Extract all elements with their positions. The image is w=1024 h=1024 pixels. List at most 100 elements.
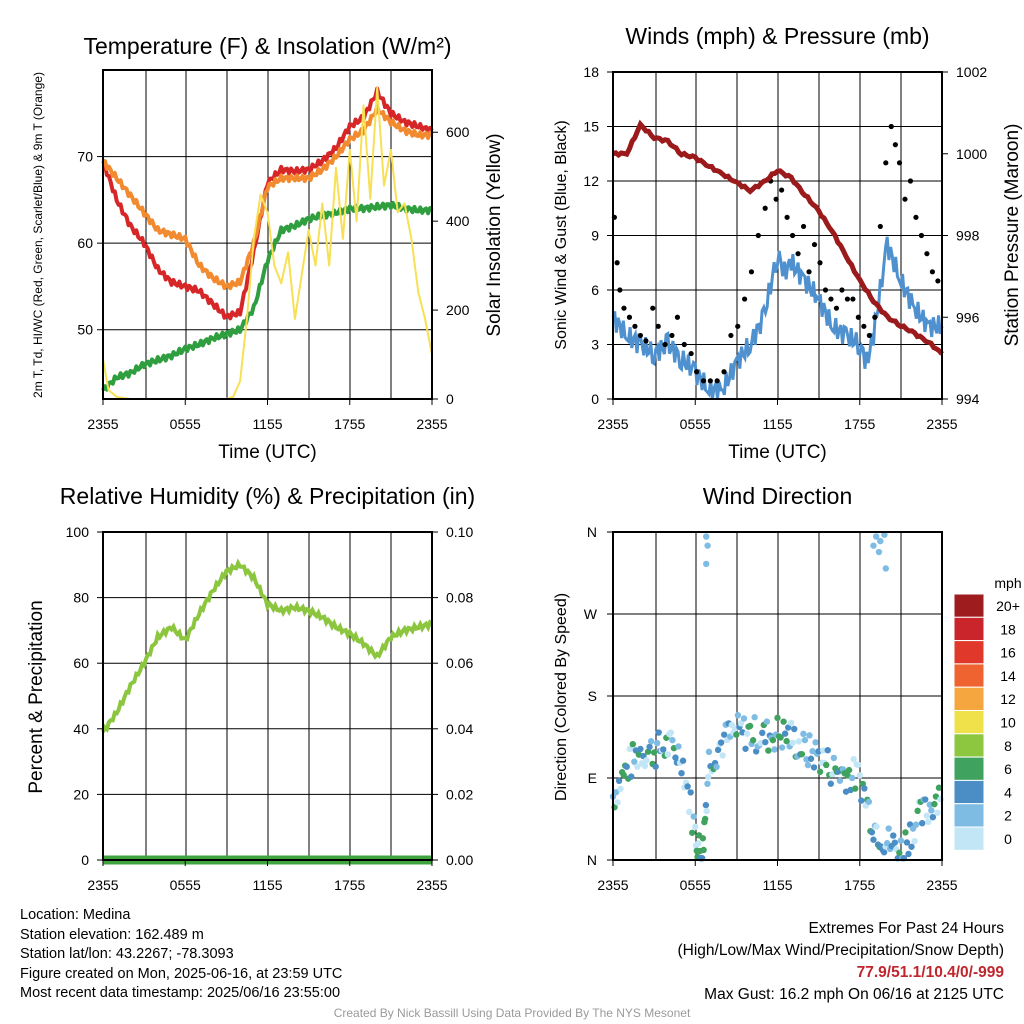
wind-direction-point	[699, 835, 707, 842]
y2-tick-label: 0.06	[446, 655, 473, 671]
wind-direction-point	[762, 738, 769, 746]
wind-direction-point	[695, 840, 702, 847]
wind-direction-point	[769, 736, 777, 744]
y-tick-label: 50	[77, 322, 93, 338]
wind-direction-point	[928, 807, 935, 814]
y-tick-label: 100	[66, 524, 90, 540]
x-tick-label: 1755	[334, 416, 365, 432]
gust-point	[833, 305, 840, 311]
wind-direction-point	[623, 763, 630, 770]
wind-direction-point	[704, 773, 712, 781]
y-tick-label: 0	[81, 852, 89, 868]
wind-direction-point	[692, 823, 699, 831]
gust-point	[844, 296, 851, 302]
wind-direction-point	[702, 801, 710, 809]
gust-point	[866, 332, 872, 339]
y-tick-label: W	[584, 606, 598, 622]
y-tick-label: 15	[583, 119, 599, 135]
wind-direction-point	[870, 542, 877, 549]
gust-point	[669, 332, 675, 339]
panel-4	[607, 531, 985, 866]
colorbar-label: 2	[1004, 808, 1012, 824]
wind-direction-point	[647, 738, 655, 745]
chart-title: Wind Direction	[703, 483, 853, 509]
max-gust-text: Max Gust: 16.2 mph On 06/16 at 2125 UTC	[704, 986, 1004, 1003]
colorbar-swatch	[953, 826, 985, 851]
x-tick-label: 0555	[680, 877, 711, 893]
gust-point	[795, 251, 801, 257]
wind-direction-point	[784, 724, 792, 731]
wind-direction-point	[801, 736, 809, 744]
wind-direction-point	[891, 839, 898, 846]
wind-direction-point	[637, 745, 644, 753]
wind-direction-point	[873, 823, 880, 830]
wind-direction-point	[612, 789, 620, 796]
wind-direction-point	[740, 715, 748, 722]
gust-point	[918, 232, 925, 239]
wind-direction-point	[873, 533, 880, 540]
wind-direction-point	[719, 752, 726, 759]
y-tick-label: N	[587, 524, 597, 540]
chart-title: Winds (mph) & Pressure (mb)	[625, 23, 929, 49]
wind-direction-point	[653, 739, 661, 747]
wind-direction-point	[865, 798, 873, 805]
wind-direction-point	[667, 729, 675, 736]
wind-direction-point	[690, 813, 697, 820]
gust-point	[632, 323, 638, 329]
gust-point	[872, 314, 878, 320]
wind-direction-point	[646, 743, 653, 751]
wind-direction-point	[705, 748, 713, 756]
wind-direction-point	[929, 813, 937, 821]
y2-axis-label: Station Pressure (Maroon)	[1002, 124, 1023, 347]
gust-point	[822, 287, 829, 293]
wind-direction-point	[923, 812, 930, 819]
wind-direction-point	[752, 748, 760, 755]
wind-direction-point	[912, 821, 920, 828]
gust-point	[748, 269, 755, 275]
colorbar-swatch	[953, 616, 985, 642]
wind-direction-point	[644, 748, 652, 755]
wind-direction-point	[804, 761, 812, 769]
x-tick-label: 0555	[170, 416, 201, 432]
gust-point	[735, 323, 741, 329]
wind-direction-point	[836, 777, 844, 784]
gust-point	[728, 332, 734, 339]
extremes-subtitle: (High/Low/Max Wind/Precipitation/Snow De…	[677, 942, 1005, 959]
wind-direction-point	[795, 738, 803, 745]
gust-point	[877, 223, 883, 230]
colorbar-label: 8	[1004, 738, 1012, 754]
wind-direction-point	[626, 745, 633, 753]
wind-direction-point	[701, 815, 709, 823]
gust-point	[817, 260, 823, 266]
wind-direction-point	[679, 757, 687, 764]
gust-point	[742, 296, 748, 302]
x-tick-label: 2355	[926, 416, 957, 432]
wind-direction-point	[660, 746, 667, 753]
y-axis-label: Percent & Precipitation	[26, 600, 47, 793]
wind-direction-point	[765, 747, 772, 754]
station-info: Location: Medina Station elevation: 162.…	[20, 906, 342, 1004]
x-tick-label: 0555	[680, 416, 711, 432]
gust-point	[626, 314, 633, 320]
wind-direction-point	[763, 718, 771, 725]
wind-direction-point	[743, 730, 751, 737]
wind-direction-point	[774, 714, 781, 722]
gust-point	[688, 350, 694, 357]
wind-direction-point	[631, 758, 638, 765]
wind-direction-point	[713, 763, 720, 771]
gust-point	[707, 378, 713, 384]
wind-direction-point	[810, 764, 818, 771]
created-text: Figure created on Mon, 2025-06-16, at 23…	[20, 965, 343, 982]
gust-point	[621, 305, 627, 311]
y2-tick-label: 998	[956, 228, 980, 244]
gust-point	[913, 214, 919, 220]
y-tick-label: S	[588, 688, 597, 704]
wind-direction-point	[922, 796, 929, 803]
x-tick-label: 2355	[87, 877, 118, 893]
colorbar-label: 16	[1000, 645, 1016, 661]
chart-title: Relative Humidity (%) & Precipitation (i…	[60, 483, 475, 509]
y2-tick-label: 0	[446, 391, 454, 407]
colorbar-label: 20+	[996, 598, 1020, 614]
wind-direction-point	[704, 542, 711, 549]
